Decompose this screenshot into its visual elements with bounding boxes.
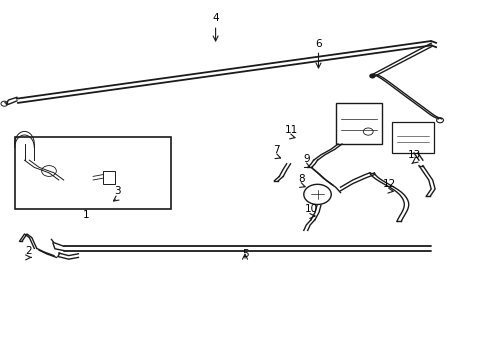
Text: 1: 1: [82, 210, 89, 220]
Bar: [392, 122, 434, 153]
Text: 4: 4: [212, 13, 219, 23]
Bar: [336, 103, 382, 144]
Text: 9: 9: [303, 154, 310, 164]
Bar: [103, 171, 115, 184]
Text: 13: 13: [407, 150, 421, 160]
Text: 5: 5: [242, 249, 248, 259]
Text: 2: 2: [25, 246, 32, 256]
Circle shape: [370, 74, 375, 78]
Text: 12: 12: [383, 179, 396, 189]
Text: 7: 7: [273, 145, 280, 155]
Text: 6: 6: [315, 39, 322, 49]
Bar: [15, 137, 171, 209]
Text: 11: 11: [285, 125, 298, 135]
Text: 3: 3: [114, 186, 121, 196]
Text: 8: 8: [298, 174, 305, 184]
Text: 10: 10: [305, 204, 318, 214]
